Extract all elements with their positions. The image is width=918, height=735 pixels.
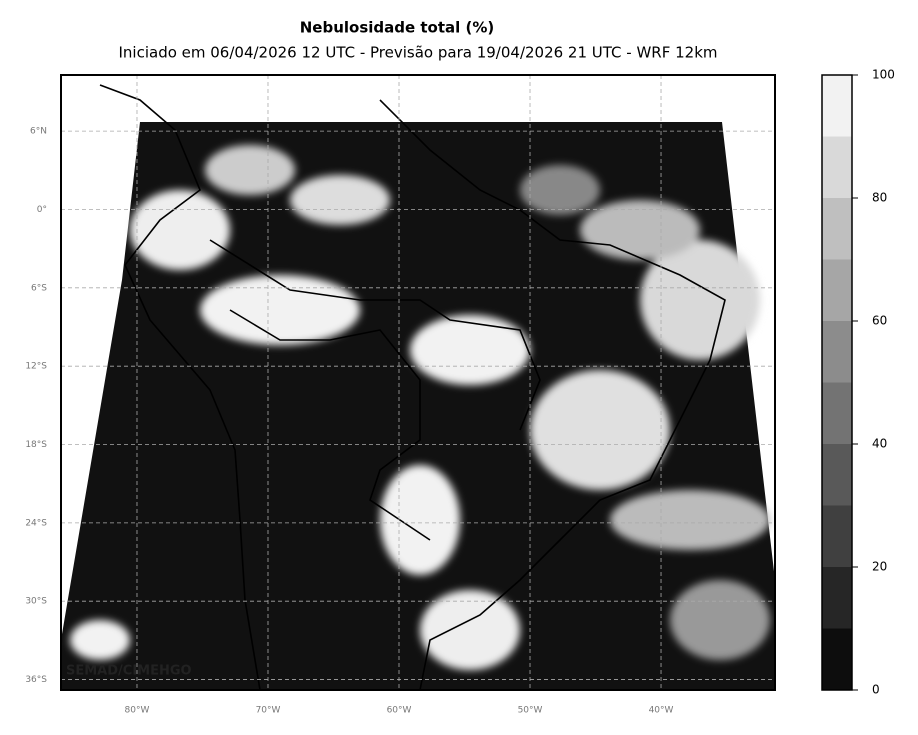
colorbar-tick-label: 60 [872,314,887,328]
domain [61,122,775,690]
colorbar-tick-label: 40 [872,437,887,451]
lat-label: 6°N [30,127,47,137]
lat-label: 30°S [25,597,47,607]
colorbar-band [822,505,852,567]
lat-label: 18°S [25,440,47,450]
credit: SEMAD/CIMEHGO [66,664,192,679]
colorbar-band [822,628,852,690]
lat-label: 12°S [25,362,47,372]
map-frame [60,74,776,691]
lat-label: 24°S [25,518,47,528]
lon-label: 40°W [649,706,674,716]
colorbar-tick-label: 0 [872,683,880,697]
colorbar-band [822,259,852,321]
colorbar-tick-label: 80 [872,191,887,205]
colorbar-band [822,198,852,260]
grid [61,75,775,690]
colorbar-tick-label: 100 [872,68,895,82]
map-field [61,84,775,690]
colorbar: 0 20 40 60 80 100 [821,68,895,697]
colorbar-band [822,567,852,629]
colorbar-tick-label: 20 [872,560,887,574]
colorbar-frame [821,74,853,691]
lon-label: 60°W [387,706,412,716]
lon-label: 50°W [518,706,543,716]
lat-label: 36°S [25,675,47,685]
colorbar-band [822,382,852,444]
cloud-field [70,145,770,670]
colorbar-band [822,136,852,198]
lat-label: 0° [37,205,47,215]
lon-label: 80°W [125,706,150,716]
subtitle: Iniciado em 06/04/2026 12 UTC - Previsão… [118,44,717,62]
lon-label: 70°W [256,706,281,716]
coastlines [99,84,726,690]
colorbar-band [822,444,852,506]
title: Nebulosidade total (%) [300,19,495,37]
colorbar-band [822,75,852,137]
lat-label: 6°S [31,283,47,293]
colorbar-band [822,321,852,383]
